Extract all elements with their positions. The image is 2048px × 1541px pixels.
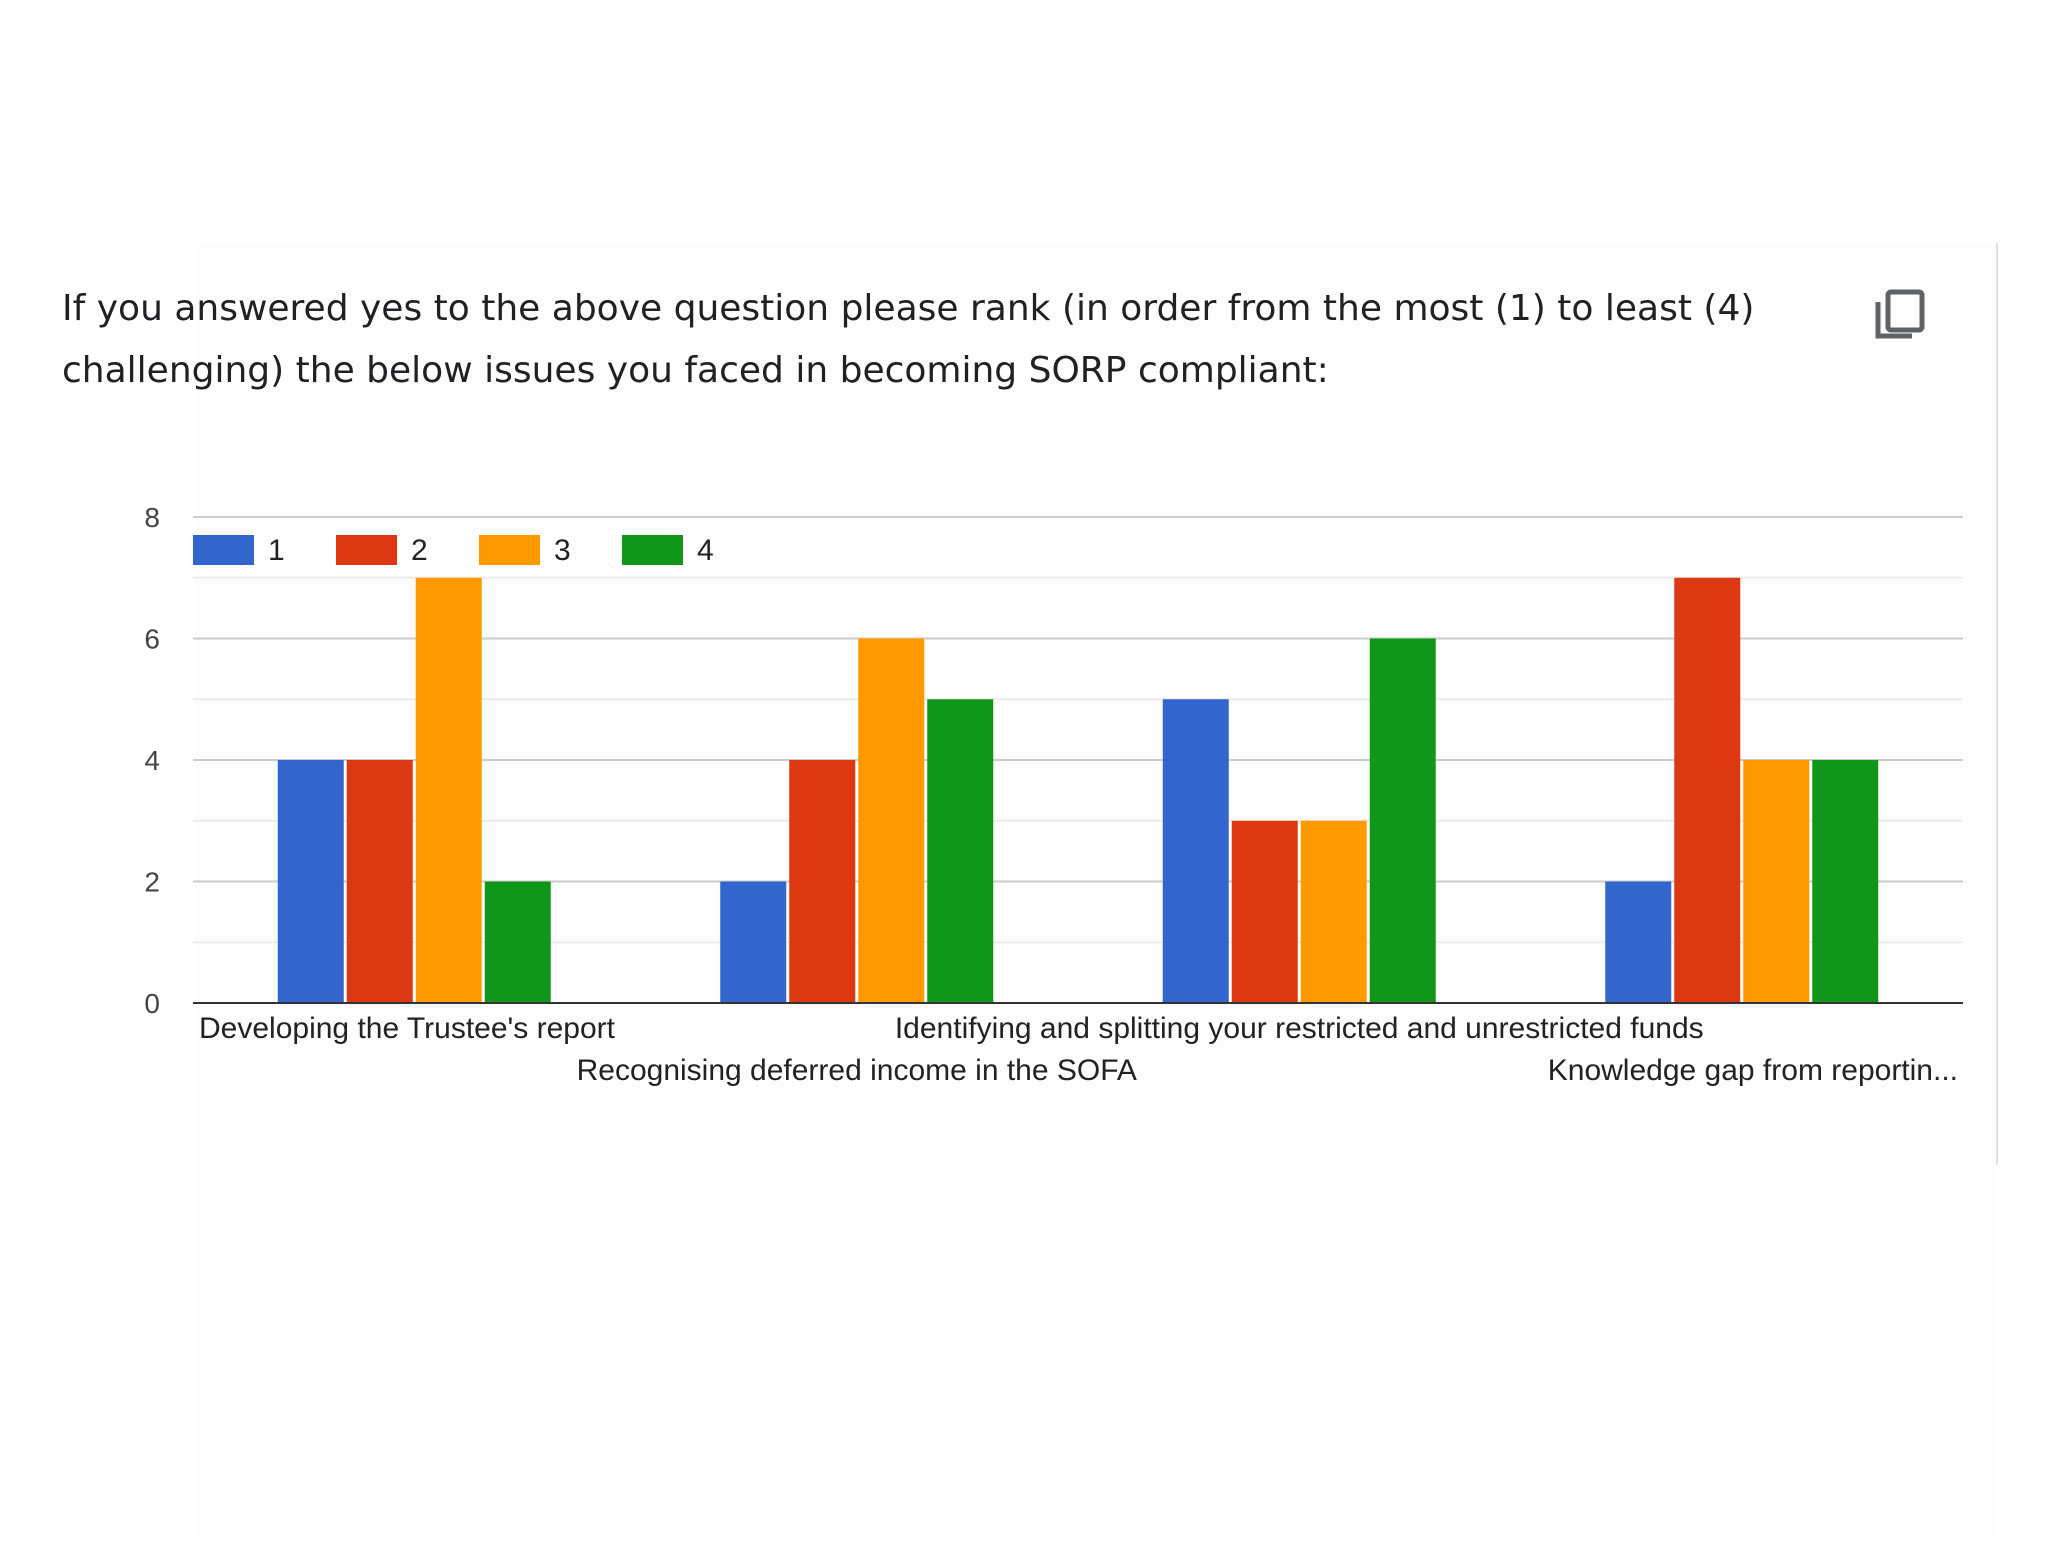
legend-swatch (193, 535, 254, 565)
x-category-label: Knowledge gap from reportin... (1548, 1054, 1958, 1087)
bar (1231, 820, 1298, 1003)
bar (927, 699, 994, 1003)
legend-swatch (622, 535, 683, 565)
x-category-label: Identifying and splitting your restricte… (895, 1012, 1704, 1045)
y-tick-label: 8 (144, 502, 160, 533)
bar (1162, 699, 1229, 1003)
copy-icon (1875, 289, 1925, 339)
bar (277, 760, 344, 1003)
bar (1605, 881, 1672, 1003)
bar (720, 881, 787, 1003)
legend-label: 1 (268, 534, 285, 567)
y-tick-label: 4 (144, 745, 160, 776)
legend-label: 2 (411, 534, 428, 567)
x-category-label: Recognising deferred income in the SOFA (577, 1054, 1137, 1087)
bar (858, 638, 925, 1003)
bar (1743, 760, 1810, 1003)
question-title: If you answered yes to the above questio… (62, 288, 1755, 391)
bar (789, 760, 856, 1003)
bar (484, 881, 551, 1003)
bar (1812, 760, 1879, 1003)
bar (1369, 638, 1436, 1003)
legend-label: 4 (697, 534, 714, 567)
bar (415, 577, 482, 1003)
copy-chart-button[interactable] (1868, 282, 1932, 346)
y-tick-label: 0 (144, 988, 160, 1019)
y-tick-label: 6 (144, 624, 160, 655)
bar (1674, 577, 1741, 1003)
card-divider (1996, 243, 1998, 1165)
legend-swatch (479, 535, 540, 565)
bar (346, 760, 413, 1003)
y-tick-label: 2 (144, 867, 160, 898)
bar (1300, 820, 1367, 1003)
legend-swatch (336, 535, 397, 565)
x-category-label: Developing the Trustee's report (199, 1012, 616, 1045)
legend-label: 3 (554, 534, 571, 567)
